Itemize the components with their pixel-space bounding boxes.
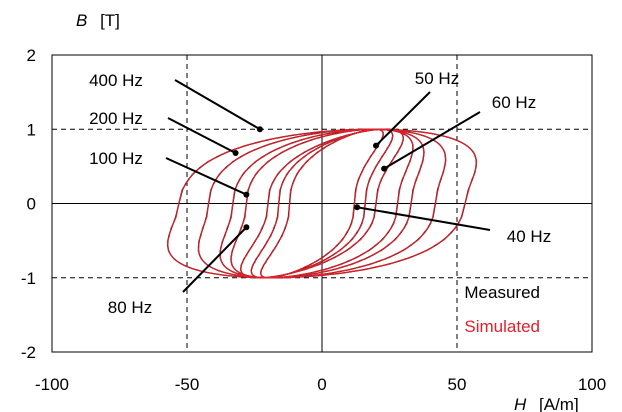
simulated-loop [166, 128, 478, 279]
annotation-leader-line [356, 206, 491, 231]
annotation-label: 200 Hz [89, 109, 143, 128]
x-tick-label: 0 [317, 375, 326, 394]
y-tick-label: 0 [27, 195, 36, 214]
y-tick-label: 1 [27, 120, 36, 139]
annotation-label: 100 Hz [89, 149, 143, 168]
x-axis-label: H [A/m] [514, 395, 579, 412]
y-axis-symbol: B [76, 11, 87, 30]
annotation-leader-line [375, 91, 431, 147]
annotation-label: 50 Hz [415, 69, 459, 88]
legend-measured: Measured [464, 283, 540, 302]
simulated-loop [197, 128, 447, 279]
y-tick-label: -1 [21, 269, 36, 288]
y-tick-label: 2 [27, 46, 36, 65]
legend-simulated: Simulated [464, 317, 540, 336]
y-axis-unit: [T] [100, 11, 120, 30]
frequency-annotations: 400 Hz 200 Hz 100 Hz 50 Hz 60 Hz 40 Hz 80 Hz [89, 69, 551, 317]
annotation-leader-line [165, 157, 247, 196]
x-tick-label: 100 [578, 375, 606, 394]
x-axis-symbol: H [514, 395, 527, 412]
annotation-dot [243, 191, 250, 198]
annotation-label: 40 Hz [507, 227, 551, 246]
annotation-leader-line [182, 226, 248, 293]
annotation-dot [373, 142, 379, 149]
tick-labels: -100 -50 0 50 100 2 1 0 -1 -2 [21, 46, 606, 394]
annotation-label: 60 Hz [492, 93, 536, 112]
x-tick-label: -50 [175, 375, 200, 394]
zero-axes [52, 55, 592, 352]
annotation-dot [232, 150, 239, 157]
x-tick-label: 50 [448, 375, 467, 394]
annotation-label: 80 Hz [108, 298, 152, 317]
annotation-label: 400 Hz [89, 71, 143, 90]
annotation-dot [354, 204, 361, 211]
y-tick-label: -2 [21, 343, 36, 362]
annotation-leader-line [383, 111, 481, 170]
x-axis-unit: [A/m] [539, 395, 579, 412]
loop-curves [166, 128, 478, 279]
simulated-loop [219, 128, 425, 279]
annotation-dot [381, 165, 388, 172]
annotation-dot [256, 126, 263, 133]
annotation-dot [243, 224, 250, 231]
annotation-leader-line [167, 117, 237, 154]
simulated-loop [230, 128, 414, 279]
y-axis-label: B [T] [76, 11, 120, 30]
annotation-leader-line [174, 79, 261, 131]
x-tick-label: -100 [35, 375, 69, 394]
simulated-loop [239, 128, 405, 279]
